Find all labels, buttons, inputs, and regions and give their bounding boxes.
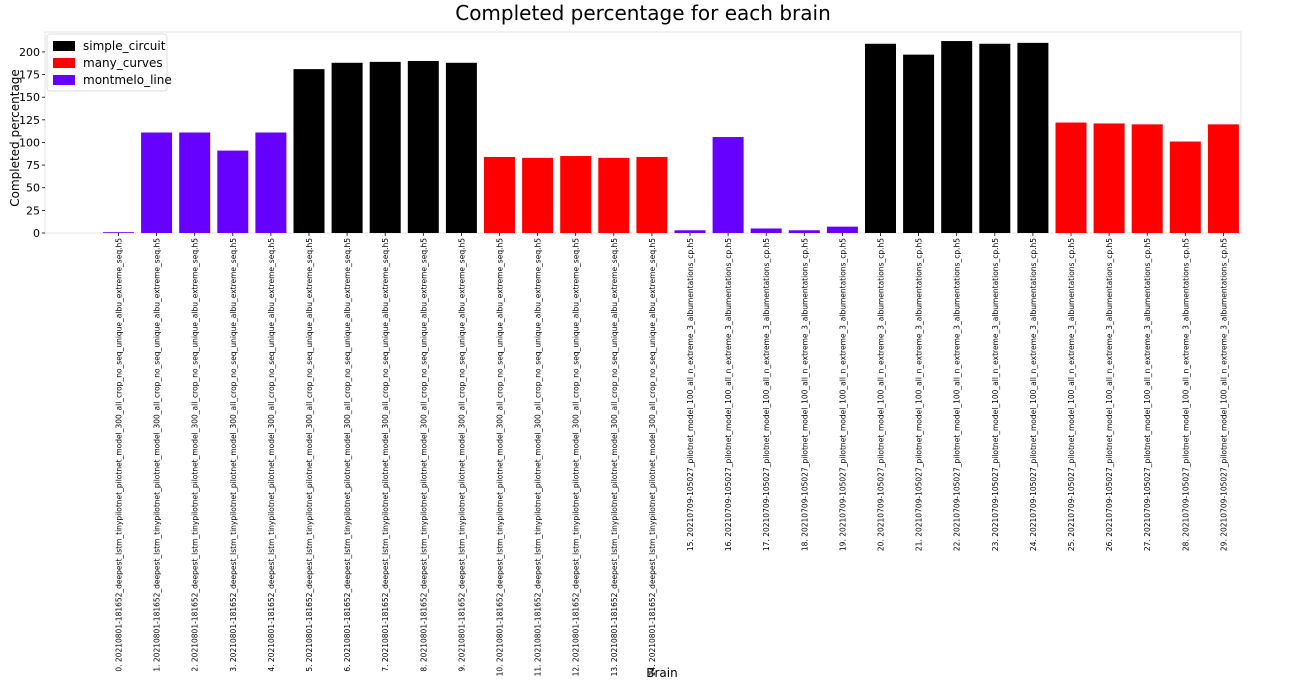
bar bbox=[369, 61, 401, 233]
bar bbox=[445, 62, 477, 233]
x-tick-label: 13. 20210801-181652_deepest_lstm_tinypil… bbox=[610, 238, 619, 677]
x-tick-label: 6. 20210801-181652_deepest_lstm_tinypilo… bbox=[343, 238, 352, 672]
bar bbox=[407, 60, 439, 233]
x-tick-label: 7. 20210801-181652_deepest_lstm_tinypilo… bbox=[381, 238, 390, 672]
x-tick-label: 21. 20210709-105027_pilotnet_model_100_a… bbox=[915, 238, 924, 551]
x-tick-label: 1. 20210801-181652_deepest_lstm_tinypilo… bbox=[153, 238, 162, 672]
x-tick-label: 17. 20210709-105027_pilotnet_model_100_a… bbox=[762, 238, 771, 551]
legend: simple_circuit many_curves montmelo_line bbox=[46, 33, 172, 92]
bar bbox=[1169, 141, 1201, 233]
x-axis: 0. 20210801-181652_deepest_lstm_tinypilo… bbox=[115, 233, 1228, 677]
bar bbox=[712, 137, 744, 233]
y-tick-label: 100 bbox=[19, 136, 40, 149]
bar bbox=[674, 230, 706, 233]
x-tick-label: 24. 20210709-105027_pilotnet_model_100_a… bbox=[1029, 238, 1038, 551]
bar bbox=[1017, 42, 1049, 233]
x-tick-label: 28. 20210709-105027_pilotnet_model_100_a… bbox=[1181, 238, 1190, 551]
x-tick-label: 11. 20210801-181652_deepest_lstm_tinypil… bbox=[534, 238, 543, 677]
x-tick-label: 20. 20210709-105027_pilotnet_model_100_a… bbox=[877, 238, 886, 551]
y-tick-label: 175 bbox=[19, 69, 40, 82]
x-tick-label: 14. 20210801-181652_deepest_lstm_tinypil… bbox=[648, 238, 657, 677]
x-tick-label: 12. 20210801-181652_deepest_lstm_tinypil… bbox=[572, 238, 581, 677]
bar bbox=[941, 41, 973, 234]
x-tick-label: 8. 20210801-181652_deepest_lstm_tinypilo… bbox=[419, 238, 428, 672]
bar bbox=[826, 226, 858, 233]
x-tick-label: 2. 20210801-181652_deepest_lstm_tinypilo… bbox=[191, 238, 200, 672]
x-tick-label: 29. 20210709-105027_pilotnet_model_100_a… bbox=[1219, 238, 1228, 551]
legend-box bbox=[46, 33, 168, 92]
bar bbox=[293, 69, 325, 234]
x-tick-label: 27. 20210709-105027_pilotnet_model_100_a… bbox=[1143, 238, 1152, 551]
x-tick-label: 25. 20210709-105027_pilotnet_model_100_a… bbox=[1067, 238, 1076, 551]
x-tick-label: 18. 20210709-105027_pilotnet_model_100_a… bbox=[800, 238, 809, 551]
x-tick-label: 19. 20210709-105027_pilotnet_model_100_a… bbox=[838, 238, 847, 551]
bar bbox=[560, 156, 592, 233]
bar bbox=[522, 157, 554, 233]
bar bbox=[331, 62, 363, 233]
x-tick-label: 10. 20210801-181652_deepest_lstm_tinypil… bbox=[496, 238, 505, 677]
bars-group bbox=[103, 41, 1239, 234]
legend-label: many_curves bbox=[83, 56, 163, 70]
x-tick-label: 15. 20210709-105027_pilotnet_model_100_a… bbox=[686, 238, 695, 551]
x-tick-label: 3. 20210801-181652_deepest_lstm_tinypilo… bbox=[229, 238, 238, 672]
legend-label: simple_circuit bbox=[83, 39, 166, 53]
bar bbox=[865, 43, 896, 234]
bar bbox=[1055, 122, 1087, 233]
x-tick-label: 26. 20210709-105027_pilotnet_model_100_a… bbox=[1105, 238, 1114, 551]
x-tick-label: 4. 20210801-181652_deepest_lstm_tinypilo… bbox=[267, 238, 276, 672]
x-tick-label: 23. 20210709-105027_pilotnet_model_100_a… bbox=[991, 238, 1000, 551]
bar bbox=[979, 43, 1011, 234]
x-tick-label: 9. 20210801-181652_deepest_lstm_tinypilo… bbox=[457, 238, 466, 672]
y-tick-label: 150 bbox=[19, 91, 40, 104]
bar bbox=[141, 132, 173, 233]
bar bbox=[788, 230, 820, 233]
bar bbox=[1093, 123, 1125, 233]
bar bbox=[255, 132, 287, 233]
bar bbox=[484, 156, 515, 233]
x-tick-label: 0. 20210801-181652_deepest_lstm_tinypilo… bbox=[115, 238, 124, 672]
bar bbox=[1131, 124, 1163, 233]
bar bbox=[179, 132, 211, 233]
x-tick-label: 16. 20210709-105027_pilotnet_model_100_a… bbox=[724, 238, 733, 551]
y-tick-label: 200 bbox=[19, 46, 40, 59]
bar bbox=[1207, 124, 1239, 233]
bar bbox=[598, 157, 630, 233]
y-tick-label: 125 bbox=[19, 114, 40, 127]
legend-swatch bbox=[53, 75, 75, 85]
bar bbox=[103, 232, 134, 233]
y-axis-label: Completed percentage bbox=[8, 69, 22, 207]
bar bbox=[217, 150, 249, 233]
x-tick-label: 5. 20210801-181652_deepest_lstm_tinypilo… bbox=[305, 238, 314, 672]
bar bbox=[636, 156, 668, 233]
y-tick-label: 75 bbox=[26, 159, 40, 172]
y-tick-label: 0 bbox=[33, 227, 40, 240]
legend-swatch bbox=[53, 41, 75, 51]
x-tick-label: 22. 20210709-105027_pilotnet_model_100_a… bbox=[953, 238, 962, 551]
chart-title: Completed percentage for each brain bbox=[455, 1, 831, 25]
y-axis: 0 25 50 75 100 125 150 175 200 bbox=[19, 46, 45, 240]
bar bbox=[750, 228, 782, 233]
legend-label: montmelo_line bbox=[83, 73, 172, 87]
legend-swatch bbox=[53, 58, 75, 68]
y-tick-label: 25 bbox=[26, 204, 40, 217]
x-axis-label: Brain bbox=[646, 666, 677, 680]
bar bbox=[903, 54, 935, 234]
y-tick-label: 50 bbox=[26, 182, 40, 195]
